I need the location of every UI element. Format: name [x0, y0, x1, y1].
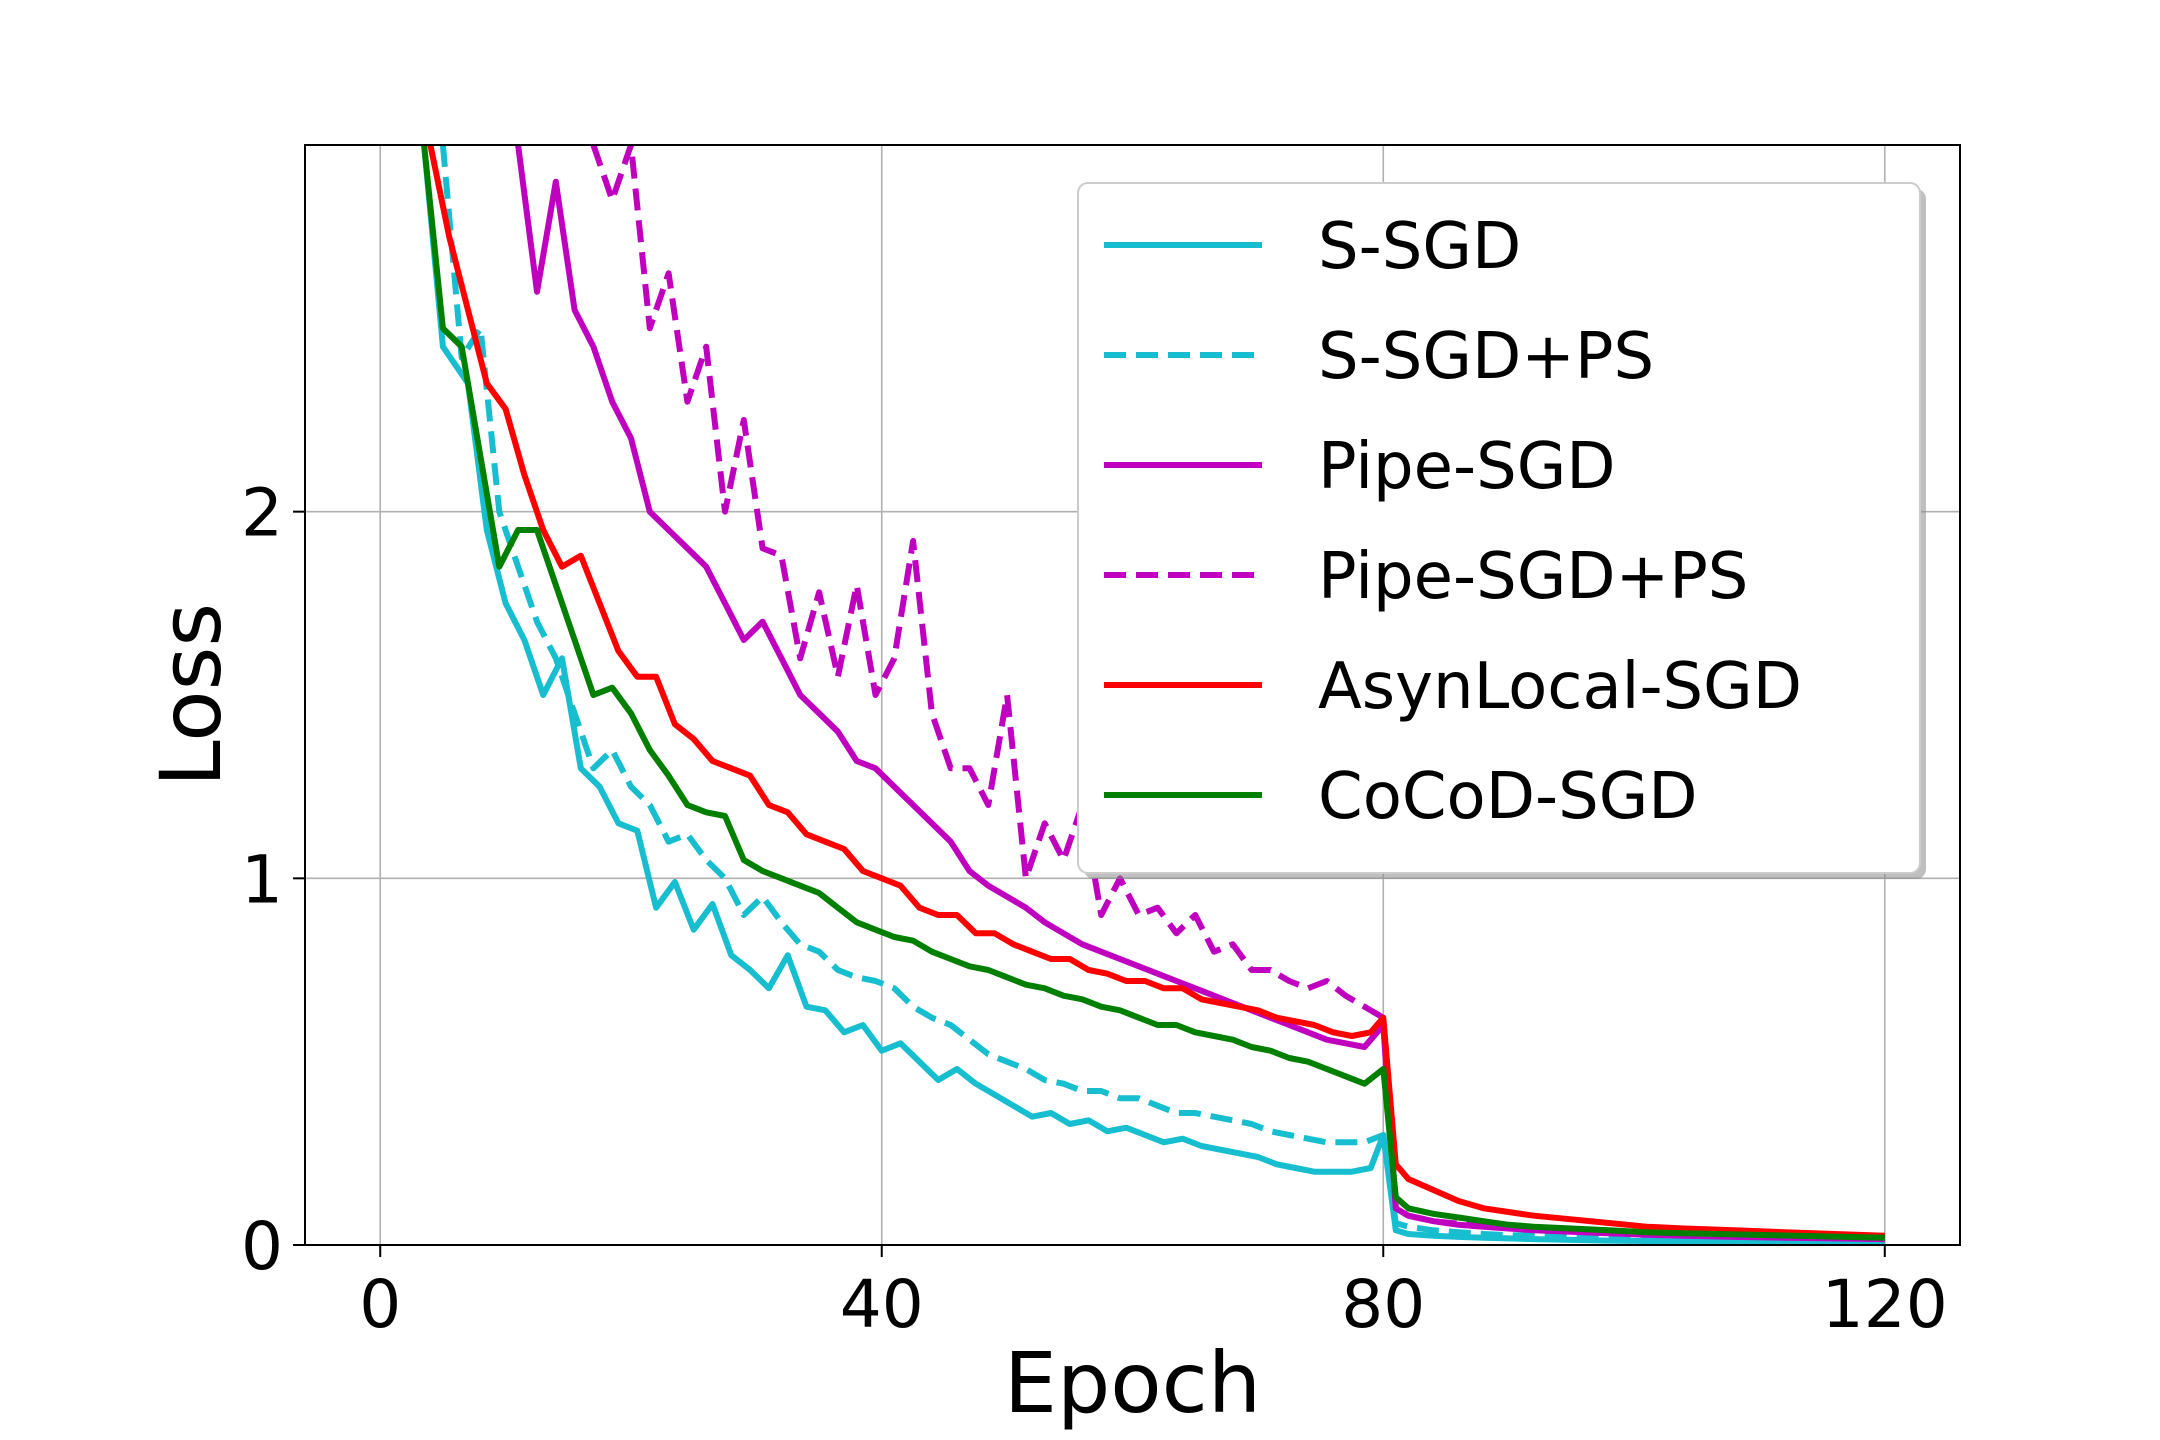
y-tick-label: 0 [241, 1208, 283, 1285]
x-tick-label: 80 [1341, 1266, 1425, 1343]
y-tick-label: 1 [241, 841, 283, 918]
plot-frame [304, 144, 1961, 1246]
plot-area [421, 145, 1885, 1245]
legend-label-s-sgd-ps: S-SGD+PS [1318, 320, 1654, 394]
y-tick-label: 2 [241, 475, 283, 552]
x-tick-label: 40 [840, 1266, 924, 1343]
legend-label-pipe-sgd: Pipe-SGD [1318, 430, 1616, 504]
x-tick-label: 120 [1822, 1266, 1948, 1343]
legend: S-SGD S-SGD+PS Pipe-SGD Pipe-SGD+PS AsynLoca… [1077, 182, 1926, 879]
series-line-pipe-sgd-ps [590, 145, 1885, 1240]
legend-label-pipe-sgd-ps: Pipe-SGD+PS [1318, 540, 1748, 614]
legend-box [1077, 182, 1921, 874]
series-line-cocod-sgd [421, 145, 1885, 1241]
series-line-s-sgd-ps [439, 145, 1885, 1244]
legend-label-s-sgd: S-SGD [1318, 210, 1521, 284]
series-line-asynlocal-sgd [427, 145, 1885, 1239]
legend-label-asynlocal-sgd: AsynLocal-SGD [1318, 650, 1802, 724]
legend-label-cocod-sgd: CoCoD-SGD [1318, 760, 1698, 834]
x-axis-label: Epoch [1004, 1334, 1261, 1432]
series-line-s-sgd [421, 145, 1885, 1245]
y-axis-label: Loss [142, 603, 240, 787]
x-tick-label: 0 [359, 1266, 401, 1343]
x-axis-ticks: 0 40 80 120 [359, 1245, 1948, 1343]
y-axis-ticks: 0 1 2 [241, 475, 305, 1285]
